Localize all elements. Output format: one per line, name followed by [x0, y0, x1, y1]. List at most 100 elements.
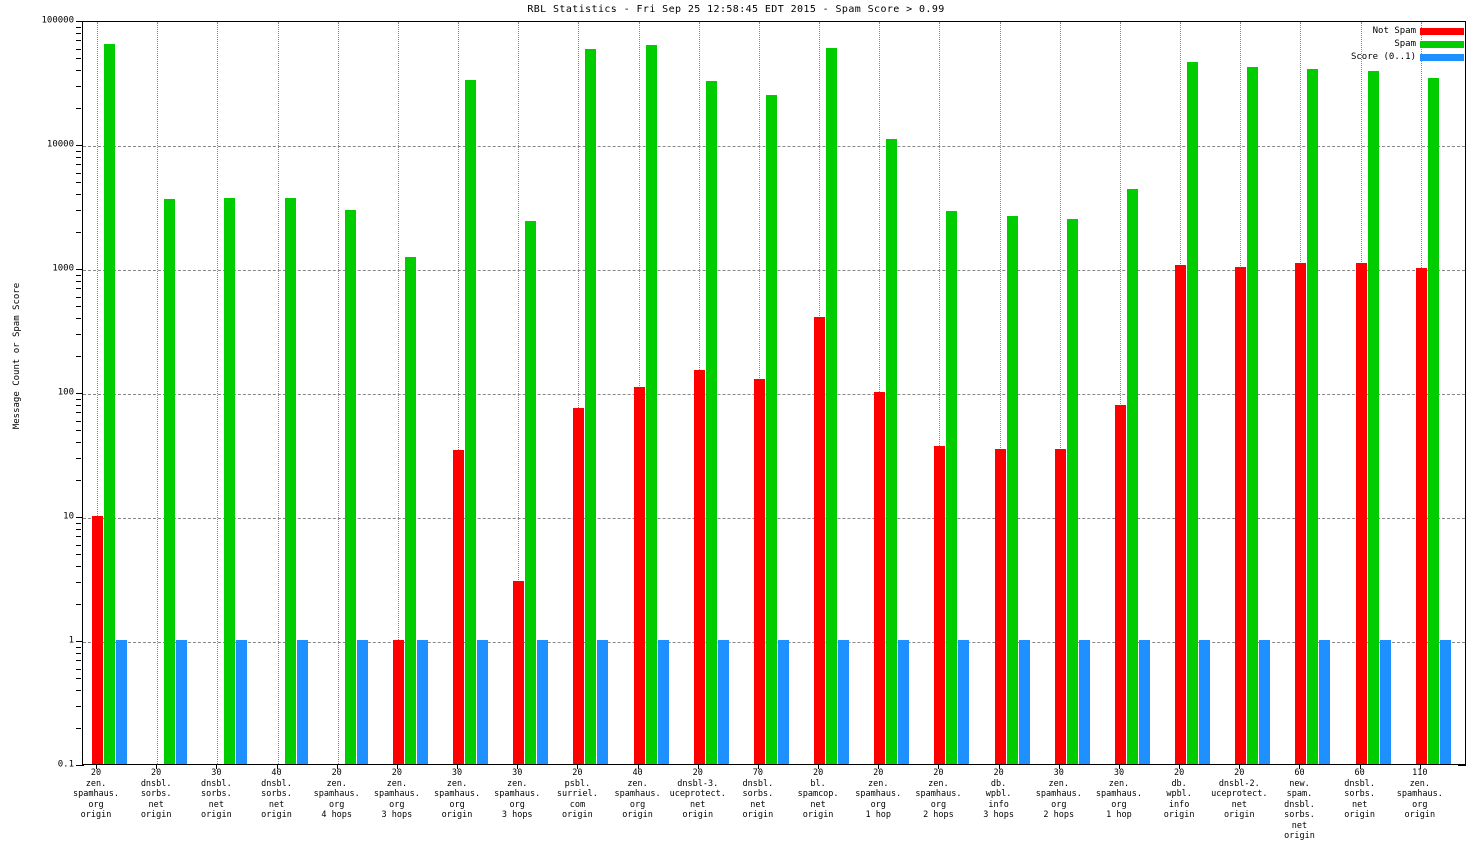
- bar-spam[interactable]: [765, 94, 777, 764]
- bar-score[interactable]: [477, 640, 489, 764]
- y-minor-tick: [76, 479, 81, 481]
- bar-spam[interactable]: [705, 81, 717, 764]
- bar-notspam[interactable]: [934, 445, 946, 764]
- x-axis-label: 40 dnsbl. sorbs. net origin: [261, 768, 292, 820]
- x-tick-mark: [998, 765, 1000, 769]
- bar-spam[interactable]: [104, 44, 115, 764]
- gridline-vertical: [518, 22, 520, 764]
- bar-score[interactable]: [657, 640, 669, 764]
- x-tick-mark: [276, 765, 278, 769]
- bar-score[interactable]: [416, 640, 428, 764]
- chart-legend: Not Spam Spam Score (0..1): [1351, 26, 1464, 63]
- y-minor-tick: [76, 668, 81, 670]
- bar-notspam[interactable]: [1235, 266, 1247, 764]
- bar-notspam[interactable]: [874, 392, 886, 764]
- bar-notspam[interactable]: [573, 407, 585, 764]
- bar-spam[interactable]: [1187, 61, 1199, 764]
- bar-score[interactable]: [236, 640, 248, 764]
- legend-item[interactable]: Score (0..1): [1351, 52, 1464, 63]
- x-axis-label: 30 zen. spamhaus. org 3 hops: [494, 768, 541, 820]
- y-minor-tick: [76, 209, 81, 211]
- bar-score[interactable]: [296, 640, 308, 764]
- bar-spam[interactable]: [224, 198, 236, 764]
- bar-score[interactable]: [356, 640, 368, 764]
- y-minor-tick: [76, 306, 81, 308]
- bar-spam[interactable]: [1427, 78, 1439, 764]
- bar-spam[interactable]: [1307, 69, 1319, 764]
- bar-score[interactable]: [116, 640, 127, 764]
- bar-spam[interactable]: [585, 49, 597, 764]
- bar-notspam[interactable]: [513, 580, 525, 764]
- legend-item[interactable]: Not Spam: [1373, 26, 1464, 37]
- bar-spam[interactable]: [404, 257, 416, 764]
- bar-score[interactable]: [1259, 640, 1271, 764]
- x-axis-label: 30 zen. spamhaus. org 1 hop: [1095, 768, 1142, 820]
- bar-notspam[interactable]: [1295, 262, 1307, 764]
- bar-spam[interactable]: [344, 209, 356, 764]
- bar-score[interactable]: [176, 640, 188, 764]
- y-minor-tick: [76, 26, 81, 28]
- bar-score[interactable]: [1379, 640, 1391, 764]
- bar-spam[interactable]: [886, 138, 898, 764]
- bar-spam[interactable]: [465, 79, 477, 764]
- x-tick-mark: [396, 765, 398, 769]
- legend-item[interactable]: Spam: [1394, 39, 1464, 50]
- bar-score[interactable]: [717, 640, 729, 764]
- bar-notspam[interactable]: [392, 640, 404, 764]
- y-minor-tick: [76, 58, 81, 60]
- bar-spam[interactable]: [946, 210, 958, 764]
- bar-score[interactable]: [1439, 640, 1451, 764]
- legend-swatch: [1420, 41, 1464, 48]
- bar-spam[interactable]: [1247, 66, 1259, 764]
- bar-notspam[interactable]: [753, 378, 765, 764]
- bar-notspam[interactable]: [1355, 262, 1367, 764]
- bar-score[interactable]: [777, 640, 789, 764]
- y-minor-tick: [76, 442, 81, 444]
- bar-notspam[interactable]: [92, 516, 103, 764]
- y-minor-tick: [76, 281, 81, 283]
- bar-spam[interactable]: [1126, 189, 1138, 764]
- bar-score[interactable]: [1199, 640, 1211, 764]
- x-axis-label: 20 psbl. surriel. com origin: [556, 768, 598, 820]
- y-minor-tick: [76, 678, 81, 680]
- bar-score[interactable]: [1018, 640, 1030, 764]
- bar-spam[interactable]: [284, 198, 296, 764]
- bar-notspam[interactable]: [1415, 268, 1427, 764]
- x-tick-mark: [1058, 765, 1060, 769]
- bar-notspam[interactable]: [1175, 265, 1187, 764]
- bar-notspam[interactable]: [453, 450, 465, 764]
- bar-spam[interactable]: [1006, 215, 1018, 764]
- bar-score[interactable]: [838, 640, 850, 764]
- bar-notspam[interactable]: [814, 317, 826, 764]
- bar-score[interactable]: [537, 640, 549, 764]
- bar-spam[interactable]: [525, 220, 537, 764]
- bar-spam[interactable]: [1367, 70, 1379, 764]
- bar-spam[interactable]: [826, 47, 838, 764]
- bar-score[interactable]: [1138, 640, 1150, 764]
- bar-notspam[interactable]: [633, 386, 645, 764]
- bar-notspam[interactable]: [1054, 448, 1066, 764]
- bar-notspam[interactable]: [994, 448, 1006, 764]
- bar-score[interactable]: [898, 640, 910, 764]
- y-tick-mark: [76, 21, 84, 22]
- y-tick-mark: [76, 269, 84, 270]
- x-tick-mark: [938, 765, 940, 769]
- bar-notspam[interactable]: [693, 370, 705, 764]
- bar-spam[interactable]: [164, 199, 176, 764]
- y-minor-tick: [76, 164, 81, 166]
- bar-spam[interactable]: [645, 44, 657, 764]
- x-axis-label: 20 dnsbl-2. uceprotect. net origin: [1211, 768, 1268, 820]
- y-minor-tick: [76, 398, 81, 400]
- bar-score[interactable]: [597, 640, 609, 764]
- bar-notspam[interactable]: [1114, 405, 1126, 764]
- y-tick-label: 100: [57, 387, 74, 398]
- bar-score[interactable]: [1319, 640, 1331, 764]
- x-tick-mark: [1299, 765, 1301, 769]
- x-axis-label: 60 new. spam. dnsbl. sorbs. net origin: [1284, 768, 1315, 841]
- x-axis-label: 20 db. wpbl. info 3 hops: [983, 768, 1014, 820]
- bar-spam[interactable]: [1066, 218, 1078, 764]
- bar-score[interactable]: [958, 640, 970, 764]
- chart-title: RBL Statistics - Fri Sep 25 12:58:45 EDT…: [527, 4, 945, 15]
- bar-score[interactable]: [1078, 640, 1090, 764]
